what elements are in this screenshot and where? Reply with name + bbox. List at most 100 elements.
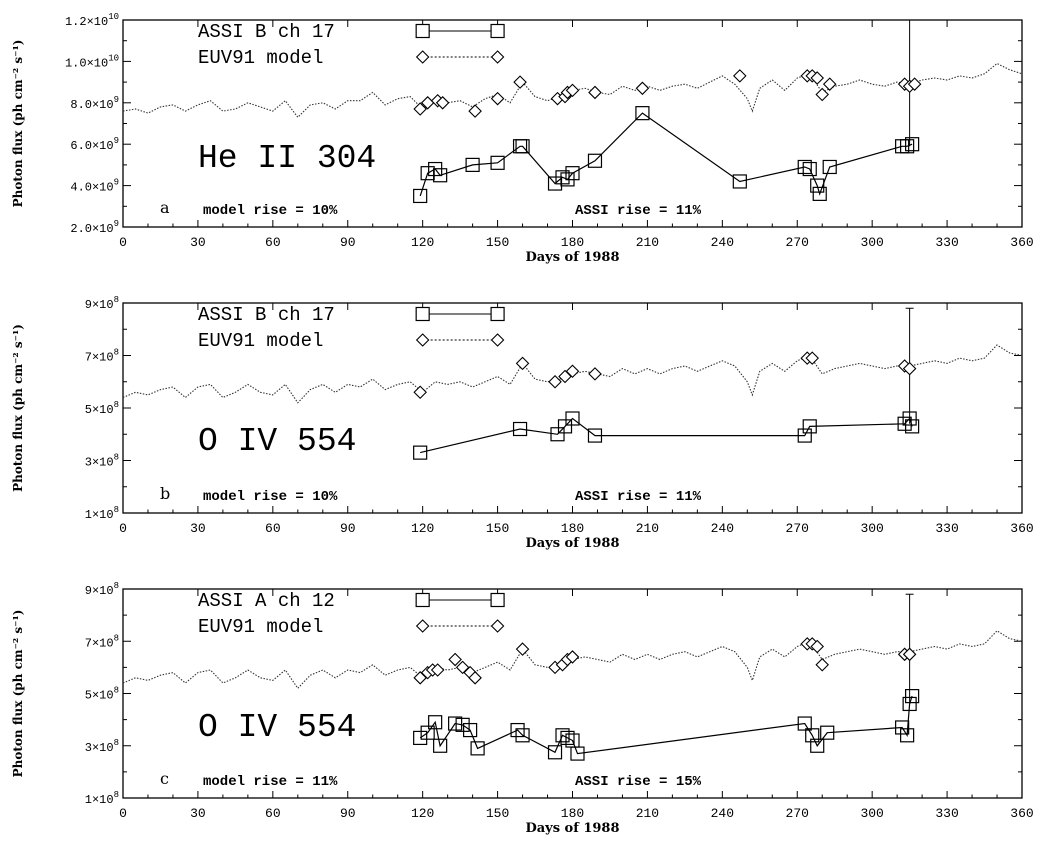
legend-swatch-model [490,619,505,633]
x-tick-label: 360 [1010,806,1033,821]
assi-point [565,166,580,181]
legend-swatch-model [415,619,430,633]
model-point [468,104,482,118]
model-point [513,75,527,89]
y-tick-exponent: 9 [114,136,119,146]
y-tick-mantissa: 8.0×10 [70,98,113,112]
legend-swatch-assi [490,23,505,39]
y-tick-mantissa: 7×10 [85,351,114,365]
x-tick-label: 120 [411,521,434,536]
panel-c: 0 30 60 90 120 150 180 210 240 270 300 330 360 Days o… [11,581,1034,836]
y-tick-exponent: 9 [114,178,119,188]
assi-point [570,746,585,761]
x-axis-title: Days of 1988 [525,821,619,836]
assi-point [510,722,525,738]
y-tick-mantissa: 1.2×10 [65,15,108,29]
x-tick-label: 0 [119,521,127,536]
y-tick-label: 1×108 [85,505,119,522]
y-tick-mantissa: 9×10 [85,298,114,312]
x-tick-label: 300 [860,521,883,536]
assi-point [555,728,570,743]
y-tick-label: 7×108 [85,633,119,650]
x-tick-label: 330 [935,806,958,821]
model-point [822,77,837,91]
x-tick-label: 30 [190,235,206,250]
assi-point [565,411,580,426]
y-tick-exponent: 9 [114,95,119,105]
assi-point [512,421,528,437]
model-point [907,77,922,91]
assi-point [587,153,603,168]
x-tick-label: 0 [119,235,127,250]
model-point [515,356,530,371]
x-tick-label: 240 [711,235,734,250]
legend-swatch-assi [415,306,430,322]
x-tick-label: 30 [190,806,206,821]
assi-point [547,745,563,760]
assi-point [557,419,573,434]
model-point [515,642,530,656]
legend-label-assi: ASSI B ch 17 [198,21,335,43]
assi-point [902,696,917,712]
legend-swatch-assi [415,592,430,608]
model-point [565,364,580,379]
assi-point [413,445,428,460]
y-tick-exponent: 8 [114,686,119,696]
y-tick-label: 9×108 [85,295,119,312]
y-tick-label: 3×108 [85,738,119,755]
assi-point [732,174,747,189]
assi-point [635,106,650,121]
y-axis-title: Photon flux (ph cm⁻² s⁻¹) [11,40,25,208]
x-tick-label: 90 [340,521,356,536]
y-tick-exponent: 8 [114,790,119,800]
legend-swatch-assi [415,23,430,39]
x-tick-label: 90 [340,806,356,821]
model-point [548,374,562,389]
model-point [435,96,450,110]
y-tick-exponent: 8 [114,348,119,358]
model-point [413,385,427,400]
x-tick-label: 180 [561,235,584,250]
x-tick-label: 330 [935,521,958,536]
y-tick-label: 1×108 [85,790,119,807]
x-tick-label: 210 [636,235,659,250]
assi-point [905,419,920,434]
model-point [430,663,445,677]
assi-point [515,139,530,154]
y-tick-mantissa: 6.0×10 [70,139,113,153]
y-tick-label: 1.2×1010 [65,12,119,29]
assi-point [802,161,817,177]
x-axis-title: Days of 1988 [525,250,619,265]
x-tick-label: 360 [1010,521,1033,536]
assi-rise-label: ASSI rise = 11% [575,489,702,505]
assi-point [797,428,812,443]
legend-label-assi: ASSI B ch 17 [198,304,335,326]
x-tick-label: 270 [786,521,809,536]
y-tick-exponent: 10 [108,12,119,22]
assi-point [455,717,470,732]
line-label: He II 304 [198,140,376,177]
model-point [810,71,825,85]
model-point [565,650,580,664]
assi-point [905,689,920,704]
y-tick-mantissa: 7×10 [85,636,114,650]
assi-point [897,416,912,431]
assi-point [822,159,837,175]
model-point [635,81,650,96]
model-point [815,657,830,672]
y-tick-exponent: 8 [114,400,119,410]
x-tick-label: 0 [119,806,127,821]
model-point [413,102,427,116]
y-tick-mantissa: 1×10 [85,508,114,522]
assi-point [550,427,565,442]
y-tick-exponent: 8 [114,581,119,591]
line-label: O IV 554 [198,709,356,746]
legend-label-model: EUV91 model [198,47,323,69]
y-tick-label: 9×108 [85,581,119,598]
y-tick-mantissa: 5×10 [85,689,114,703]
line-label: O IV 554 [198,423,356,460]
model-curve [122,62,1023,119]
assi-point [413,188,428,204]
assi-point [587,428,603,443]
model-point [588,367,602,381]
